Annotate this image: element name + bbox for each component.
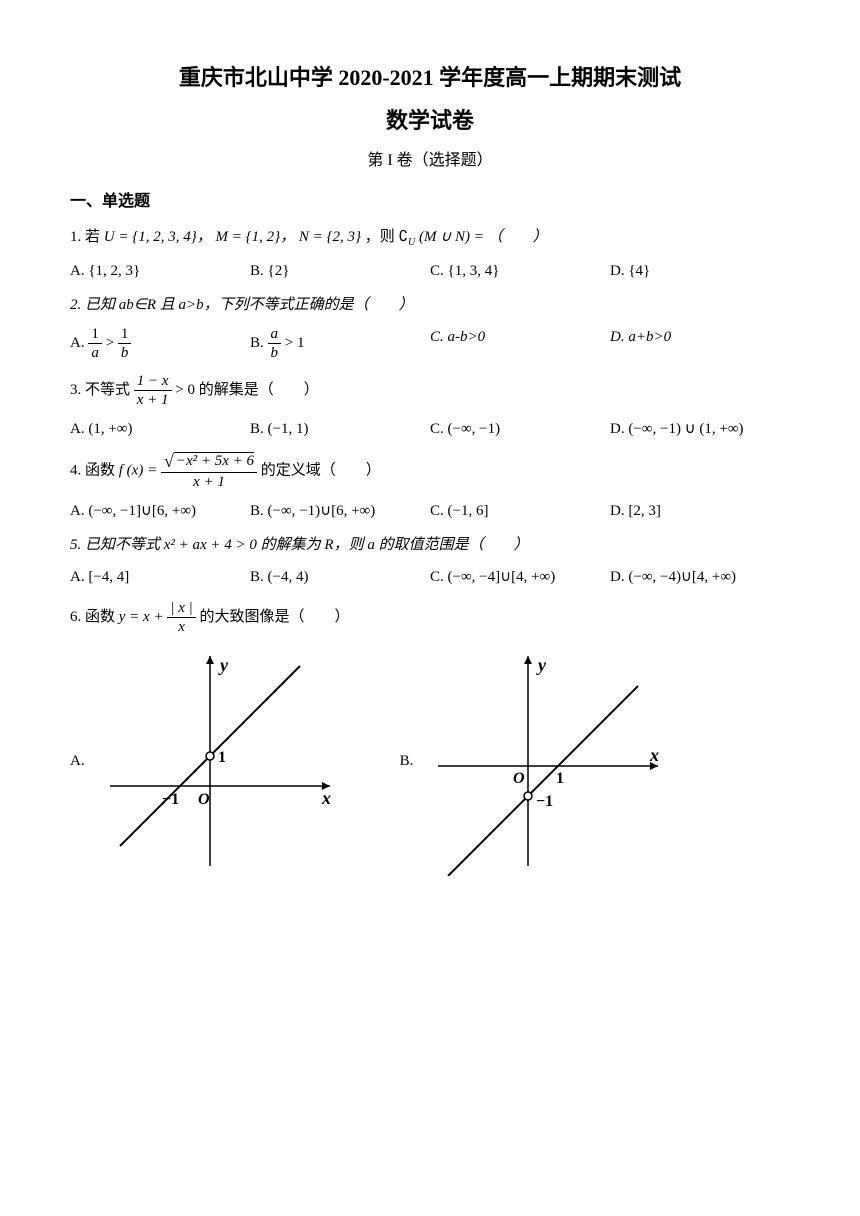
question-3: 3. 不等式 1 − xx + 1 > 0 的解集是（ ） A. (1, +∞)…	[70, 372, 790, 441]
q3-options: A. (1, +∞) B. (−1, 1) C. (−∞, −1) D. (−∞…	[70, 417, 790, 441]
q2b-d: b	[268, 344, 282, 362]
question-4: 4. 函数 f (x) = √−x² + 5x + 6 x + 1 的定义域（ …	[70, 451, 790, 524]
q2a-label: A.	[70, 335, 88, 351]
q5-text: 5. 已知不等式 x² + ax + 4 > 0 的解集为 R，则 a 的取值范…	[70, 533, 790, 557]
q2b-tail: > 1	[285, 335, 305, 351]
q4-opt-c: C. (−1, 6]	[430, 499, 610, 523]
q2a-n1: 1	[88, 325, 102, 344]
q1-opt-a: A. {1, 2, 3}	[70, 259, 250, 283]
q2a-gt: >	[106, 335, 118, 351]
graph-a-label: A.	[70, 749, 85, 773]
q1-sets: U = {1, 2, 3, 4}， M = {1, 2}， N = {2, 3}	[104, 229, 361, 245]
q4-tail: 的定义域（ ）	[261, 462, 381, 478]
graph-b-container: B. y x O −1 1	[400, 646, 679, 876]
q6-den: x	[167, 618, 195, 636]
q1-num: 1.	[70, 229, 81, 245]
svg-text:x: x	[649, 745, 659, 765]
q4-den: x + 1	[161, 473, 257, 491]
q6-func: y = x +	[119, 609, 168, 625]
q1-options: A. {1, 2, 3} B. {2} C. {1, 3, 4} D. {4}	[70, 259, 790, 283]
q6-text: 6. 函数 y = x + | x |x 的大致图像是（ ）	[70, 599, 790, 636]
q3-num: 1 − x	[134, 372, 172, 391]
q6-num: | x |	[167, 599, 195, 618]
q4-sqrt: −x² + 5x + 6	[174, 452, 254, 469]
q3-opt-a: A. (1, +∞)	[70, 417, 250, 441]
q1-sub: U	[408, 237, 415, 248]
graph-a: y x O 1 −1	[90, 646, 350, 876]
q1-opt-b: B. {2}	[250, 259, 430, 283]
q4-prefix: 4. 函数	[70, 462, 119, 478]
q5-opt-c: C. (−∞, −4]∪[4, +∞)	[430, 565, 610, 589]
q1-text: 1. 若 U = {1, 2, 3, 4}， M = {1, 2}， N = {…	[70, 225, 790, 251]
q6-tail: 的大致图像是（ ）	[199, 609, 349, 625]
section-heading: 一、单选题	[70, 189, 790, 215]
q3-prefix: 3. 不等式	[70, 382, 134, 398]
svg-text:1: 1	[218, 749, 226, 766]
q1-tail: (M ∪ N) = （ ）	[419, 229, 548, 245]
svg-text:O: O	[198, 791, 210, 808]
q2-opt-b: B. ab > 1	[250, 325, 430, 362]
question-2: 2. 已知 ab∈R 且 a>b，下列不等式正确的是（ ） A. 1a > 1b…	[70, 293, 790, 362]
q4-options: A. (−∞, −1]∪[6, +∞) B. (−∞, −1)∪[6, +∞) …	[70, 499, 790, 523]
q4-opt-a: A. (−∞, −1]∪[6, +∞)	[70, 499, 250, 523]
q5-options: A. [−4, 4] B. (−4, 4) C. (−∞, −4]∪[4, +∞…	[70, 565, 790, 589]
q4-opt-b: B. (−∞, −1)∪[6, +∞)	[250, 499, 430, 523]
q3-text: 3. 不等式 1 − xx + 1 > 0 的解集是（ ）	[70, 372, 790, 409]
q4-opt-d: D. [2, 3]	[610, 499, 790, 523]
svg-text:x: x	[321, 788, 331, 808]
svg-text:−1: −1	[536, 793, 553, 810]
graph-b-label: B.	[400, 749, 414, 773]
graph-b: y x O −1 1	[418, 646, 678, 876]
svg-text:y: y	[218, 655, 229, 675]
title-sub: 数学试卷	[70, 103, 790, 138]
svg-text:O: O	[513, 770, 525, 787]
q2a-d1: a	[88, 344, 102, 362]
q3-opt-b: B. (−1, 1)	[250, 417, 430, 441]
q2-full: 2. 已知 ab∈R 且 a>b，下列不等式正确的是（ ）	[70, 297, 414, 313]
q3-den: x + 1	[134, 391, 172, 409]
q1-mid: ，则 ∁	[365, 229, 408, 245]
q2-options: A. 1a > 1b B. ab > 1 C. a-b>0 D. a+b>0	[70, 325, 790, 362]
q2-opt-a: A. 1a > 1b	[70, 325, 250, 362]
svg-text:y: y	[536, 655, 547, 675]
q1-prefix: 若	[85, 229, 104, 245]
q4-text: 4. 函数 f (x) = √−x² + 5x + 6 x + 1 的定义域（ …	[70, 451, 790, 492]
q1-opt-c: C. {1, 3, 4}	[430, 259, 610, 283]
svg-text:−1: −1	[162, 791, 179, 808]
question-6: 6. 函数 y = x + | x |x 的大致图像是（ ） A. y x O	[70, 599, 790, 876]
q2a-n2: 1	[118, 325, 132, 344]
q3-opt-c: C. (−∞, −1)	[430, 417, 610, 441]
title-main: 重庆市北山中学 2020-2021 学年度高一上期期末测试	[70, 60, 790, 95]
q2-opt-d: D. a+b>0	[610, 325, 790, 362]
q5-opt-b: B. (−4, 4)	[250, 565, 430, 589]
q2b-n: a	[268, 325, 282, 344]
q4-num: √−x² + 5x + 6	[161, 451, 257, 474]
q6-prefix: 6. 函数	[70, 609, 119, 625]
q2-text: 2. 已知 ab∈R 且 a>b，下列不等式正确的是（ ）	[70, 293, 790, 317]
graph-a-container: A. y x O 1 −1	[70, 646, 350, 876]
title-section: 第 I 卷（选择题）	[70, 148, 790, 174]
q6-graphs: A. y x O 1 −1 B.	[70, 646, 790, 876]
q2b-label: B.	[250, 335, 268, 351]
q5-opt-a: A. [−4, 4]	[70, 565, 250, 589]
question-5: 5. 已知不等式 x² + ax + 4 > 0 的解集为 R，则 a 的取值范…	[70, 533, 790, 589]
q5-opt-d: D. (−∞, −4)∪[4, +∞)	[610, 565, 790, 589]
q4-func: f (x) =	[119, 462, 161, 478]
q2-opt-c: C. a-b>0	[430, 325, 610, 362]
q2a-d2: b	[118, 344, 132, 362]
q3-opt-d: D. (−∞, −1) ∪ (1, +∞)	[610, 417, 790, 441]
svg-text:1: 1	[556, 770, 564, 787]
q3-tail: > 0 的解集是（ ）	[175, 382, 318, 398]
question-1: 1. 若 U = {1, 2, 3, 4}， M = {1, 2}， N = {…	[70, 225, 790, 283]
q1-opt-d: D. {4}	[610, 259, 790, 283]
